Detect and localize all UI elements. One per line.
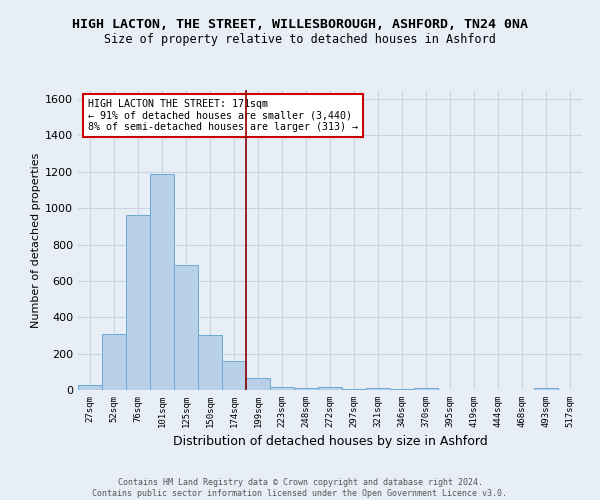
Bar [534, 388, 558, 390]
Bar [414, 388, 438, 390]
Text: Size of property relative to detached houses in Ashford: Size of property relative to detached ho… [104, 32, 496, 46]
Bar [294, 388, 318, 390]
Bar [342, 389, 366, 390]
Bar [198, 336, 222, 390]
Bar [390, 389, 414, 390]
Bar [318, 388, 342, 390]
Bar [246, 378, 270, 390]
Text: HIGH LACTON THE STREET: 171sqm
← 91% of detached houses are smaller (3,440)
8% o: HIGH LACTON THE STREET: 171sqm ← 91% of … [88, 99, 358, 132]
Y-axis label: Number of detached properties: Number of detached properties [31, 152, 41, 328]
Bar [126, 216, 150, 390]
Bar [222, 361, 246, 390]
Text: HIGH LACTON, THE STREET, WILLESBOROUGH, ASHFORD, TN24 0NA: HIGH LACTON, THE STREET, WILLESBOROUGH, … [72, 18, 528, 30]
X-axis label: Distribution of detached houses by size in Ashford: Distribution of detached houses by size … [173, 436, 487, 448]
Bar [366, 388, 390, 390]
Text: Contains HM Land Registry data © Crown copyright and database right 2024.
Contai: Contains HM Land Registry data © Crown c… [92, 478, 508, 498]
Bar [78, 386, 102, 390]
Bar [102, 334, 126, 390]
Bar [174, 264, 198, 390]
Bar [150, 174, 174, 390]
Bar [270, 388, 294, 390]
